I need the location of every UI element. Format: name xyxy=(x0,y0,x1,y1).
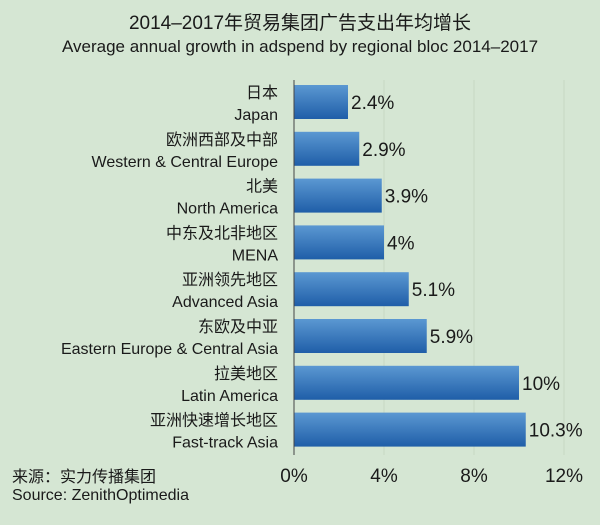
data-label: 10.3% xyxy=(529,421,583,442)
category-label-zh: 亚洲快速增长地区 xyxy=(150,412,278,430)
data-label: 4% xyxy=(387,233,415,254)
category-label-zh: 拉美地区 xyxy=(214,365,278,383)
category-label-en: Western & Central Europe xyxy=(92,154,279,171)
chart-subtitle: Average annual growth in adspend by regi… xyxy=(61,37,539,56)
bar xyxy=(294,365,519,400)
data-label: 2.4% xyxy=(351,93,394,114)
data-label: 5.1% xyxy=(412,280,455,301)
bar xyxy=(294,225,384,260)
bar xyxy=(294,131,360,166)
category-label-en: Advanced Asia xyxy=(172,294,278,311)
category-label-zh: 日本 xyxy=(246,84,278,102)
category-label-zh: 欧洲西部及中部 xyxy=(166,131,278,149)
x-tick-label: 12% xyxy=(545,466,583,487)
category-label-en: Fast-track Asia xyxy=(172,435,278,452)
x-tick-label: 8% xyxy=(460,466,488,487)
chart-title: 2014–2017年贸易集团广告支出年均增长 xyxy=(128,13,472,34)
category-label-zh: 北美 xyxy=(246,178,278,196)
category-label-zh: 亚洲领先地区 xyxy=(182,271,278,289)
bar xyxy=(294,178,382,213)
source-en: Source: ZenithOptimedia xyxy=(12,487,189,504)
x-tick-label: 0% xyxy=(280,466,308,487)
category-label-en: Japan xyxy=(234,107,278,124)
data-label: 5.9% xyxy=(430,327,473,348)
bar xyxy=(294,85,348,119)
bar xyxy=(294,319,427,353)
category-label-en: Latin America xyxy=(181,388,278,405)
category-label-zh: 东欧及中亚 xyxy=(198,318,278,336)
data-label: 2.9% xyxy=(362,140,405,161)
x-tick-label: 4% xyxy=(370,466,398,487)
bar xyxy=(294,272,409,307)
category-label-en: MENA xyxy=(232,247,279,264)
data-label: 10% xyxy=(522,374,560,395)
category-label-en: Eastern Europe & Central Asia xyxy=(61,341,278,358)
source-zh: 来源：实力传播集团 xyxy=(12,469,157,486)
category-label-zh: 中东及北非地区 xyxy=(166,224,278,242)
bar xyxy=(294,412,526,447)
data-label: 3.9% xyxy=(385,187,428,208)
category-label-en: North America xyxy=(177,201,278,218)
